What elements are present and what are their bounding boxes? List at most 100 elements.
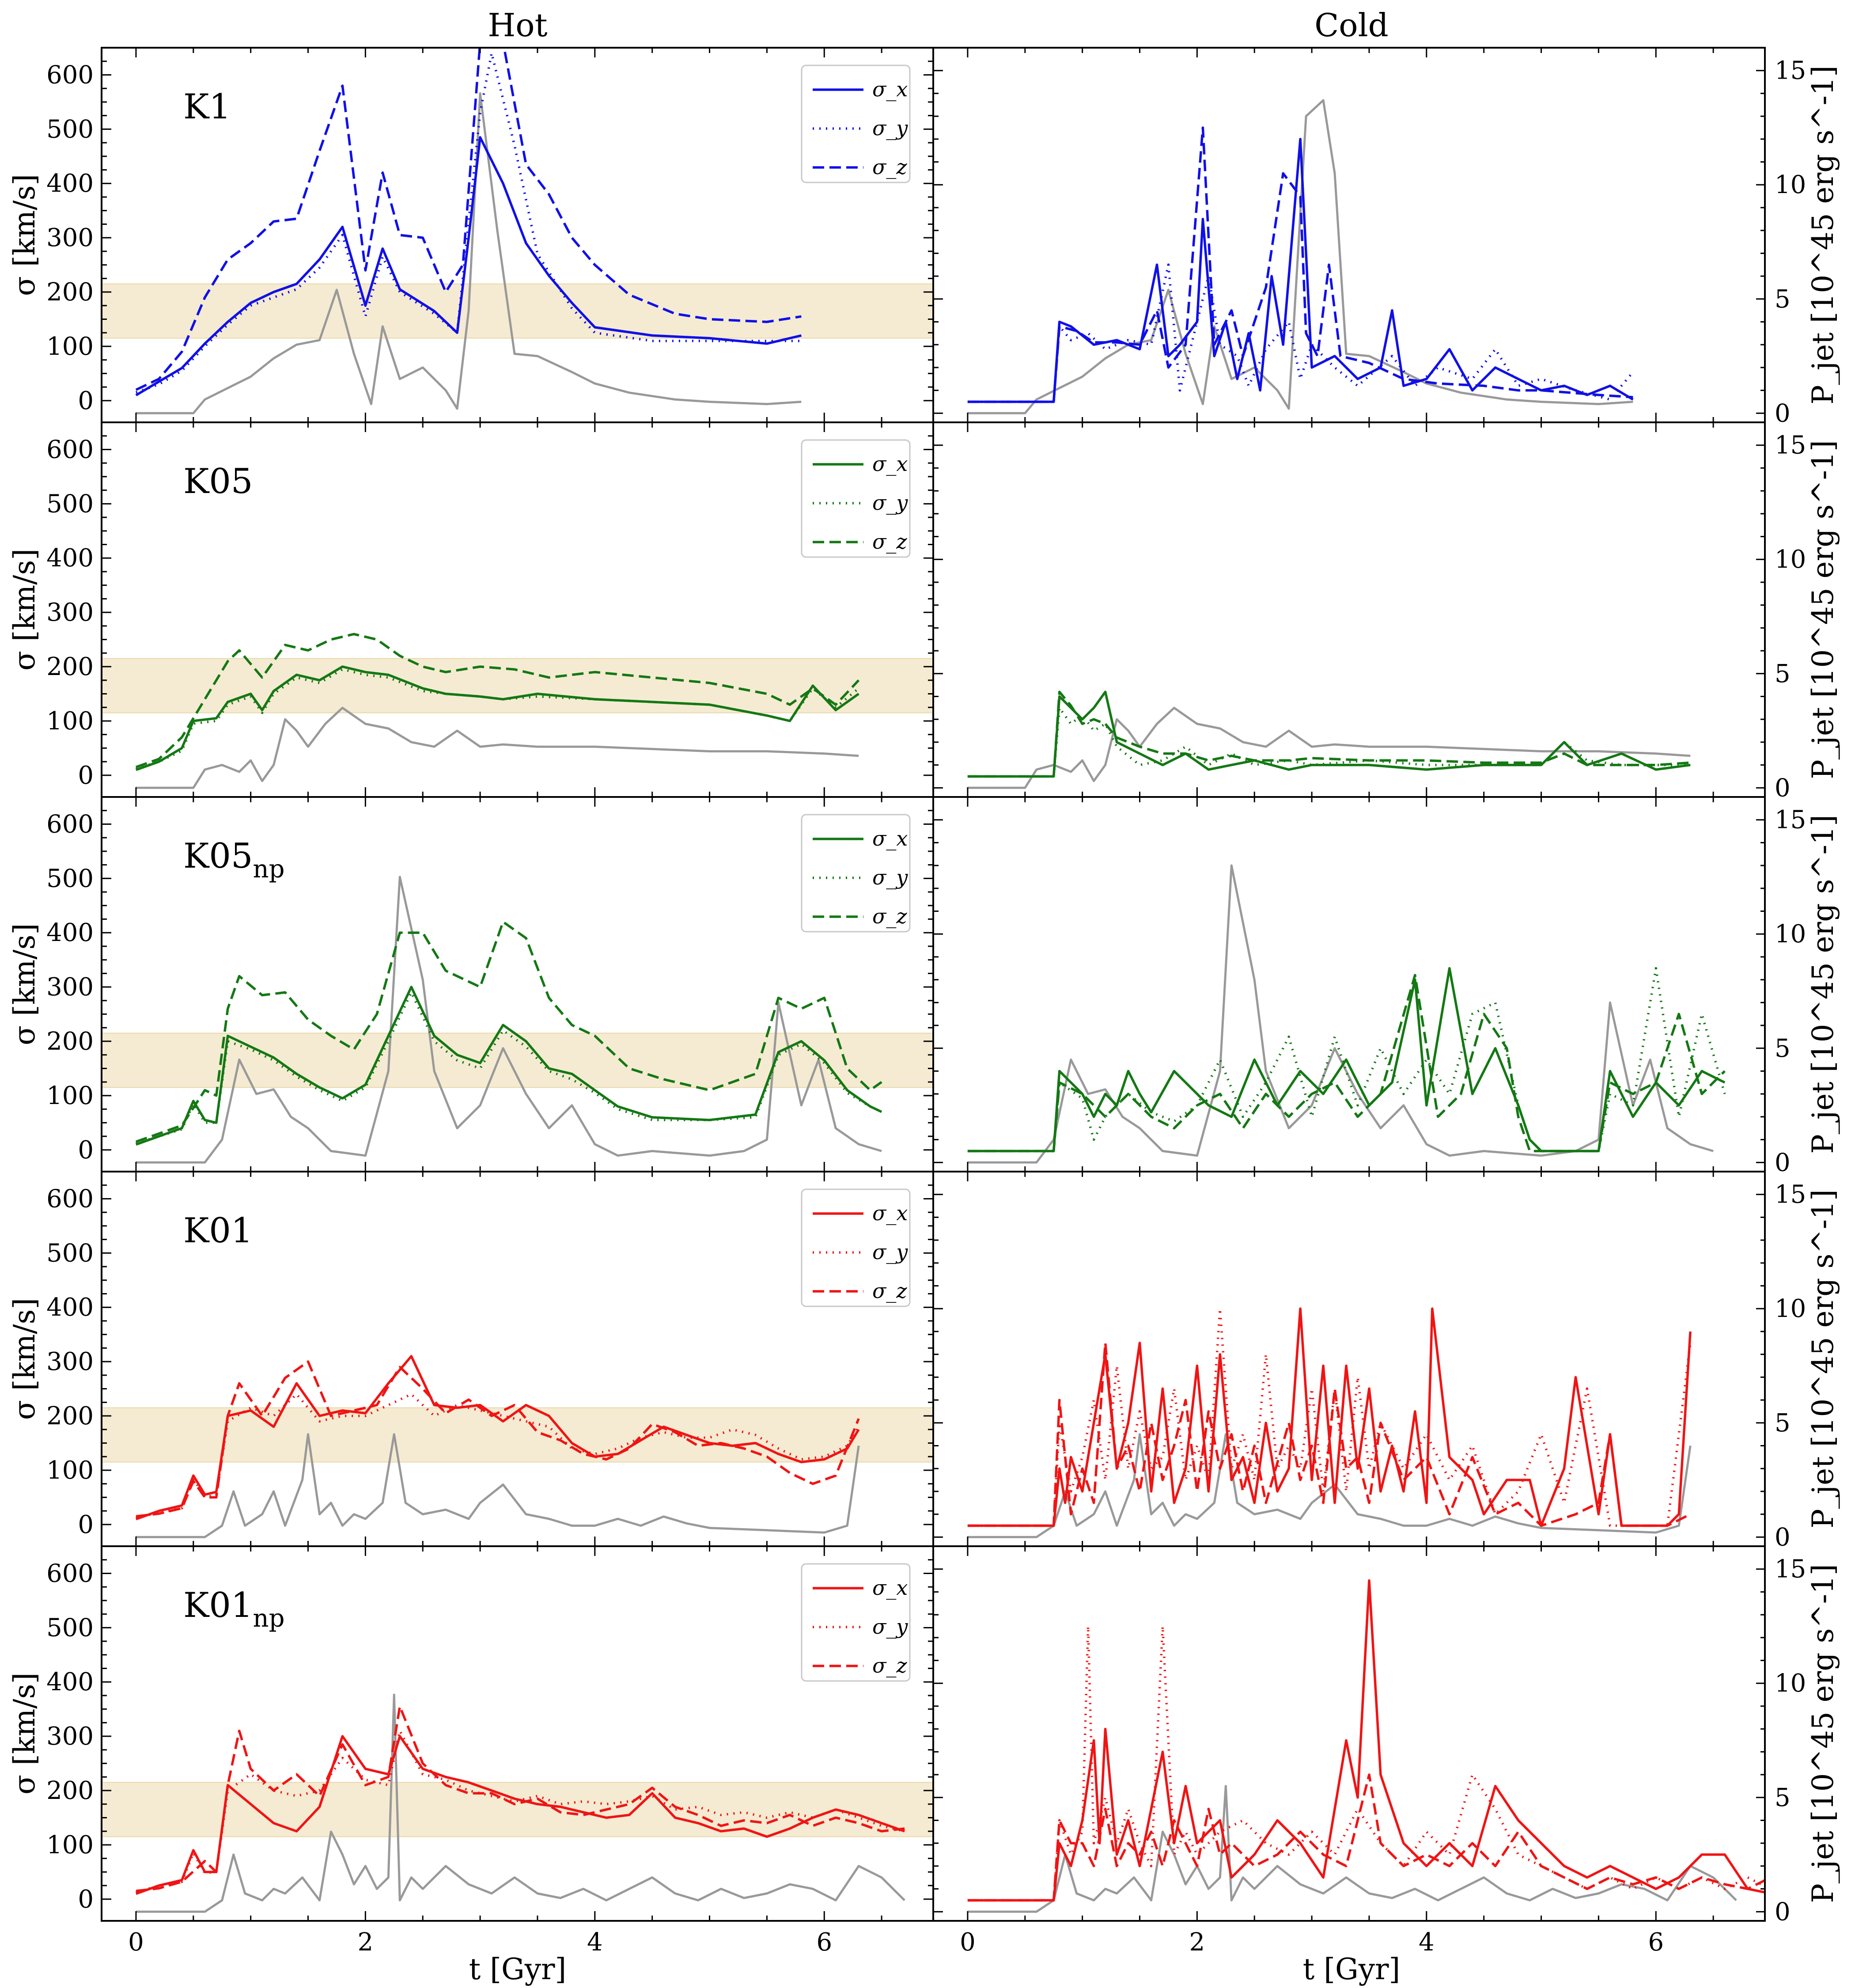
x-axis-title-cold: t [Gyr] — [1303, 1952, 1401, 1986]
panel-frame-cold — [932, 421, 1766, 798]
y-tick-label-left: 600 — [46, 1184, 94, 1213]
y-tick-label-right: 15 — [1775, 1555, 1806, 1584]
y-axis-title-power: P_jet [10^45 erg s^-1] — [1806, 65, 1840, 404]
sigma-x-line — [135, 986, 882, 1146]
y-tick-label-left: 200 — [46, 1027, 94, 1056]
y-tick-label-left: 500 — [46, 1613, 94, 1642]
hot-series — [135, 1355, 860, 1538]
legend: σ_x σ_y σ_z — [801, 814, 911, 933]
cold-series — [967, 1307, 1692, 1538]
sigma-z-line — [135, 633, 860, 768]
legend: σ_x σ_y σ_z — [801, 1188, 911, 1307]
sigma-z-line — [135, 920, 882, 1143]
y-tick-label-right: 5 — [1775, 285, 1791, 314]
x-tick-label: 4 — [587, 1928, 603, 1957]
y-tick-label-left: 100 — [46, 1081, 94, 1110]
y-tick-label-left: 300 — [46, 1722, 94, 1751]
sigma-y-line — [967, 1625, 1765, 1902]
sigma-band — [101, 283, 934, 339]
legend-box — [801, 1188, 911, 1307]
sigma-x-line — [967, 690, 1691, 778]
sigma-y-line — [136, 991, 882, 1145]
y-axis-title-sigma: σ [km/s] — [8, 1673, 42, 1795]
y-tick-label-left: 100 — [46, 1456, 94, 1485]
panel-frame-cold — [932, 47, 1766, 423]
cold-series — [967, 864, 1726, 1164]
jet-power-line — [967, 1433, 1692, 1538]
y-axis-title-power: P_jet [10^45 erg s^-1] — [1806, 815, 1840, 1153]
legend-label: σ_z — [872, 155, 907, 179]
sigma-x-line — [135, 136, 802, 396]
sigma-x-line — [967, 967, 1726, 1153]
run-label: K01 — [183, 1211, 253, 1251]
x-tick-label: 2 — [358, 1928, 374, 1957]
y-tick-label-left: 600 — [46, 1559, 94, 1588]
y-tick-label-left: 100 — [46, 1831, 94, 1859]
legend-label: σ_x — [872, 452, 908, 476]
x-axis-title-hot: t [Gyr] — [469, 1952, 567, 1986]
jet-power-line — [136, 706, 859, 789]
jet-power-line — [136, 1433, 860, 1538]
cold-series — [967, 690, 1691, 789]
y-tick-label-left: 500 — [46, 864, 94, 893]
column-title-hot: Hot — [488, 7, 547, 44]
cold-series — [967, 1579, 1765, 1913]
sigma-z-line — [967, 126, 1633, 403]
y-tick-label-left: 400 — [46, 1668, 94, 1696]
legend-label: σ_y — [872, 865, 908, 889]
sigma-y-line — [967, 967, 1726, 1153]
legend-label: σ_y — [872, 491, 908, 515]
legend: σ_x σ_y σ_z — [801, 64, 911, 183]
y-tick-label-left: 600 — [46, 435, 94, 464]
y-tick-label-left: 400 — [46, 918, 94, 947]
sigma-z-line — [967, 1342, 1691, 1527]
sigma-z-line — [136, 1705, 905, 1893]
x-tick-label: 0 — [128, 1928, 144, 1957]
legend-label: σ_x — [872, 1201, 908, 1225]
sigma-z-line — [136, 1360, 860, 1518]
y-tick-label-right: 0 — [1775, 1148, 1791, 1177]
panel-frame-cold — [932, 1545, 1766, 1922]
cold-series — [967, 99, 1634, 414]
jet-power-line — [136, 876, 882, 1164]
y-tick-label-left: 300 — [46, 598, 94, 627]
y-tick-label-right: 0 — [1775, 774, 1791, 802]
legend-label: σ_x — [872, 1576, 908, 1600]
x-tick-label: 0 — [960, 1928, 976, 1957]
run-label: K01np — [183, 1586, 284, 1633]
y-tick-label-right: 0 — [1775, 1897, 1791, 1926]
jet-power-line — [136, 92, 802, 414]
sigma-x-line — [135, 1735, 905, 1895]
y-tick-label-left: 200 — [46, 653, 94, 681]
y-tick-label-right: 0 — [1775, 399, 1791, 428]
y-tick-label-left: 400 — [46, 544, 94, 573]
legend-label: σ_y — [872, 1615, 908, 1639]
y-tick-label-left: 0 — [78, 1510, 94, 1539]
legend-label: σ_z — [872, 1279, 907, 1303]
panel-1: 0 100 200 300 400 500 600 0 5 10 15 σ [km/s] P_jet [… — [8, 421, 1840, 802]
sigma-z-line — [135, 48, 802, 391]
sigma-z-line — [967, 1773, 1765, 1902]
sigma-y-line — [136, 1730, 905, 1894]
y-tick-label-left: 600 — [46, 810, 94, 838]
y-tick-label-left: 300 — [46, 1347, 94, 1376]
jet-power-line — [967, 1785, 1737, 1913]
y-tick-label-left: 300 — [46, 973, 94, 1002]
legend-label: σ_x — [872, 827, 908, 850]
sigma-y-line — [136, 668, 859, 770]
sigma-z-line — [967, 974, 1726, 1153]
legend: σ_x σ_y σ_z — [801, 1563, 911, 1682]
legend-box — [801, 814, 911, 933]
y-tick-label-right: 5 — [1775, 1409, 1791, 1438]
jet-power-line — [967, 99, 1633, 414]
y-tick-label-right: 0 — [1775, 1523, 1791, 1552]
y-tick-label-left: 500 — [46, 489, 94, 518]
y-tick-label-right: 15 — [1775, 57, 1806, 85]
y-axis-title-sigma: σ [km/s] — [8, 549, 42, 671]
x-tick-label: 2 — [1189, 1928, 1205, 1957]
jet-power-line — [136, 1693, 905, 1913]
legend: σ_x σ_y σ_z — [801, 439, 911, 558]
sigma-x-line — [967, 1579, 1765, 1902]
